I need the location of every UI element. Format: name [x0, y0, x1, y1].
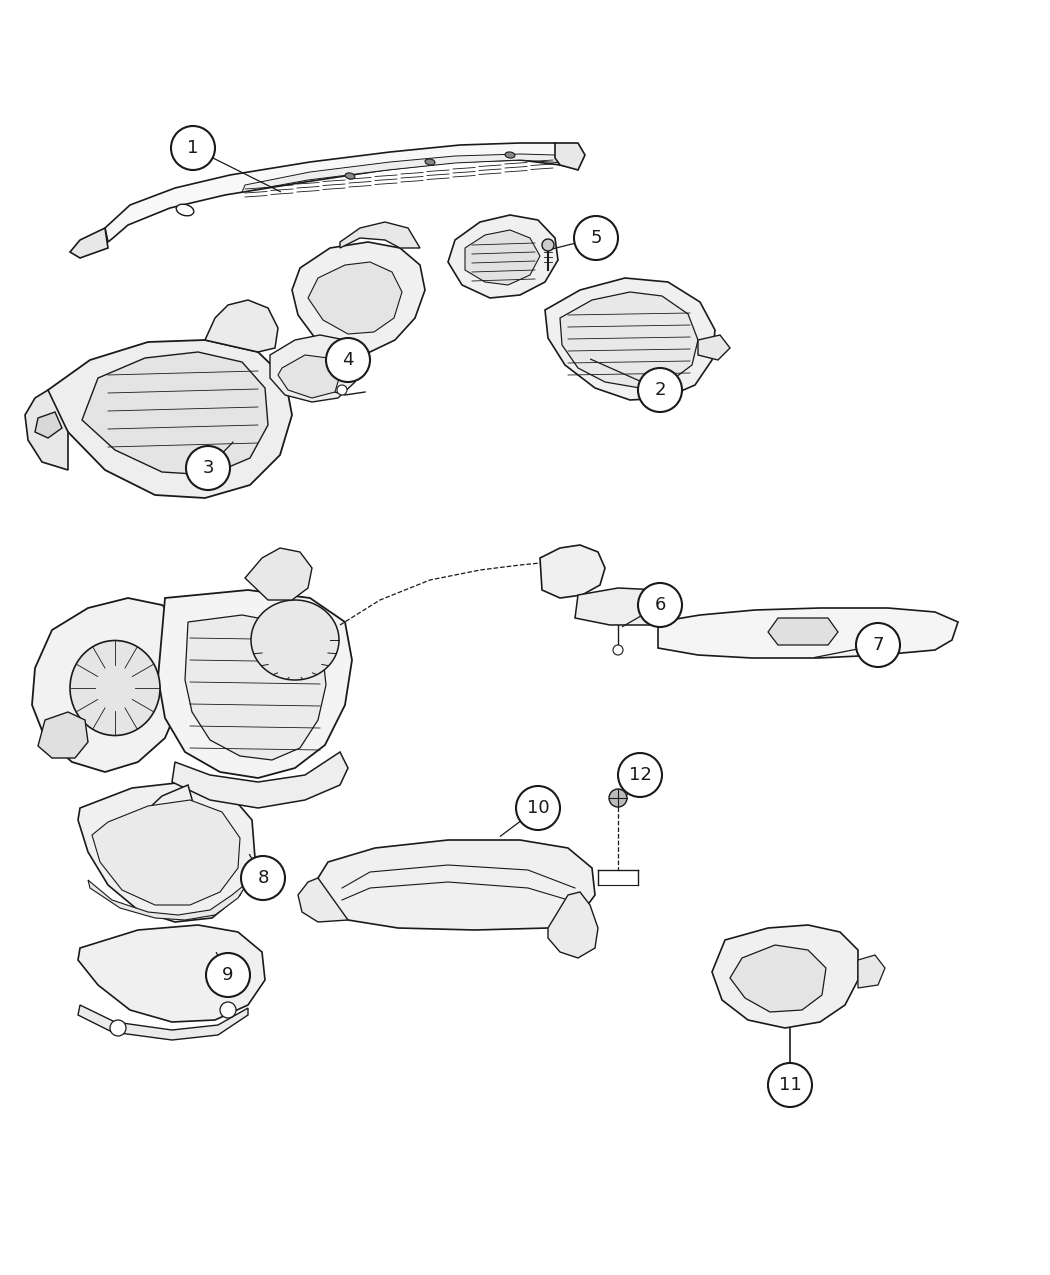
Polygon shape: [545, 278, 715, 400]
Text: 9: 9: [223, 966, 234, 984]
Circle shape: [638, 583, 682, 627]
Polygon shape: [298, 878, 348, 922]
Circle shape: [618, 754, 662, 797]
Polygon shape: [105, 143, 580, 242]
Polygon shape: [82, 352, 268, 476]
Text: 10: 10: [527, 799, 549, 817]
Circle shape: [784, 1076, 796, 1088]
Polygon shape: [158, 590, 352, 778]
Text: 4: 4: [342, 351, 354, 368]
Polygon shape: [92, 799, 240, 905]
Circle shape: [242, 856, 285, 900]
Polygon shape: [308, 261, 402, 334]
Polygon shape: [25, 390, 68, 470]
Circle shape: [110, 1020, 126, 1037]
Polygon shape: [340, 222, 420, 249]
Circle shape: [326, 338, 370, 382]
Text: 12: 12: [629, 766, 651, 784]
Text: 7: 7: [873, 636, 884, 654]
Polygon shape: [185, 615, 326, 760]
Text: 5: 5: [590, 230, 602, 247]
Polygon shape: [242, 154, 570, 193]
Ellipse shape: [251, 601, 339, 680]
Polygon shape: [138, 785, 198, 864]
Ellipse shape: [70, 640, 160, 736]
Polygon shape: [448, 215, 558, 298]
Circle shape: [516, 785, 560, 830]
Polygon shape: [540, 544, 605, 598]
Ellipse shape: [505, 152, 514, 158]
Polygon shape: [32, 598, 190, 771]
Circle shape: [220, 1002, 236, 1017]
Circle shape: [856, 623, 900, 667]
Polygon shape: [768, 618, 838, 645]
Text: 6: 6: [654, 595, 666, 615]
Polygon shape: [38, 711, 88, 759]
Circle shape: [542, 238, 554, 251]
Circle shape: [574, 215, 618, 260]
Polygon shape: [35, 412, 62, 439]
Polygon shape: [560, 292, 698, 388]
Polygon shape: [78, 924, 265, 1023]
Polygon shape: [88, 880, 248, 921]
Polygon shape: [698, 335, 730, 360]
Polygon shape: [548, 892, 598, 958]
Polygon shape: [465, 230, 540, 286]
Text: 2: 2: [654, 381, 666, 399]
Text: 1: 1: [187, 139, 198, 157]
Polygon shape: [172, 752, 348, 808]
Polygon shape: [245, 548, 312, 601]
Polygon shape: [292, 242, 425, 352]
Polygon shape: [555, 143, 585, 170]
Polygon shape: [45, 340, 292, 499]
Circle shape: [171, 126, 215, 170]
Circle shape: [609, 789, 627, 807]
Polygon shape: [278, 354, 340, 398]
Circle shape: [613, 645, 623, 655]
Ellipse shape: [345, 173, 355, 178]
Polygon shape: [658, 608, 958, 658]
Polygon shape: [70, 228, 108, 258]
Ellipse shape: [425, 159, 435, 164]
Polygon shape: [575, 588, 678, 625]
Polygon shape: [730, 945, 826, 1012]
Polygon shape: [205, 300, 278, 352]
Circle shape: [768, 1063, 812, 1107]
Polygon shape: [78, 782, 255, 922]
Circle shape: [337, 385, 346, 395]
Circle shape: [206, 952, 250, 997]
Polygon shape: [318, 840, 595, 929]
Text: 11: 11: [779, 1076, 801, 1094]
Polygon shape: [270, 335, 358, 402]
Ellipse shape: [176, 204, 194, 215]
Circle shape: [638, 368, 682, 412]
Circle shape: [186, 446, 230, 490]
Text: 8: 8: [257, 870, 269, 887]
Polygon shape: [712, 924, 858, 1028]
Polygon shape: [78, 1005, 248, 1040]
Polygon shape: [858, 955, 885, 988]
Text: 3: 3: [203, 459, 214, 477]
